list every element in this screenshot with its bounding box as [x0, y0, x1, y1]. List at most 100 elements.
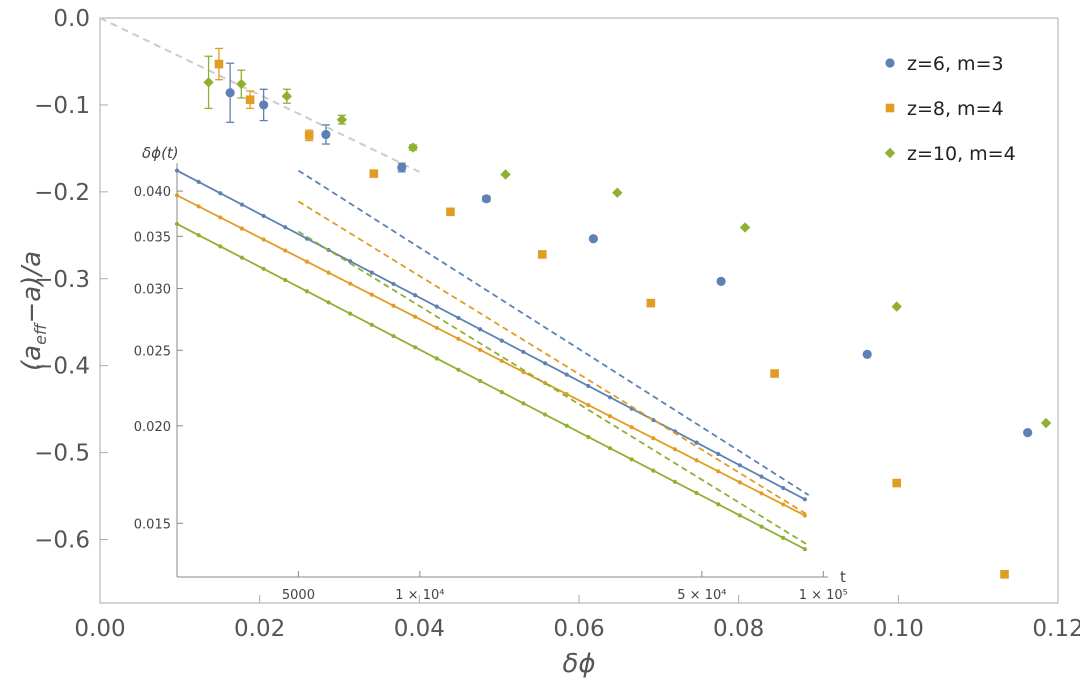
inset-title: δϕ(t)	[142, 144, 179, 162]
inset-data-point	[283, 225, 288, 230]
inset-data-point	[434, 356, 439, 361]
inset-title-text: δϕ(t)	[142, 144, 179, 162]
inset-series-2	[174, 221, 810, 552]
inset-y-tick-label: 0.025	[134, 344, 171, 359]
inset-plot: δϕ(t) t 0.015 0.020 0.025 0.030 0.035 0.040 50…	[134, 144, 848, 603]
data-point	[588, 234, 598, 244]
inset-data-point	[239, 255, 245, 260]
inset-data-point	[499, 390, 504, 395]
inset-data-point	[781, 535, 786, 540]
data-point	[481, 194, 491, 204]
data-point	[892, 478, 902, 488]
data-point	[225, 88, 235, 98]
series-2	[203, 55, 1052, 429]
inset-data-point	[694, 440, 699, 445]
series-1	[214, 47, 1009, 579]
data-point	[281, 91, 293, 102]
main-series	[203, 47, 1052, 579]
data-point	[1023, 428, 1033, 438]
x-axis-title: δϕ	[562, 649, 595, 679]
inset-series	[174, 168, 810, 552]
inset-asymptote-line	[297, 169, 810, 496]
data-point	[236, 78, 247, 90]
inset-series-0	[174, 168, 810, 502]
data-point	[336, 114, 348, 125]
inset-data-point	[413, 293, 418, 298]
data-point	[321, 129, 331, 140]
inset-y-tick-label: 0.040	[134, 185, 171, 200]
inset-data-point	[586, 434, 591, 440]
inset-data-point	[326, 270, 331, 275]
inset-data-point	[607, 414, 613, 419]
data-point	[1040, 417, 1052, 429]
inset-data-point	[781, 502, 786, 507]
inset-data-point	[802, 546, 807, 552]
data-point	[304, 131, 314, 140]
inset-data-point	[586, 402, 591, 408]
inset-x-tick-label: 5 × 10⁴	[677, 588, 726, 603]
data-point	[214, 59, 224, 69]
inset-data-point	[477, 378, 483, 384]
inset-data-point	[737, 463, 742, 468]
data-point	[446, 207, 455, 217]
x-tick-label: 0.04	[394, 616, 445, 642]
data-point	[646, 298, 656, 308]
inset-data-point	[542, 361, 548, 366]
inset-data-point	[607, 446, 613, 451]
inset-data-point	[218, 191, 223, 196]
inset-data-point	[651, 436, 656, 441]
inset-data-point	[174, 221, 180, 227]
inset-data-point	[521, 401, 526, 406]
inset-data-point	[174, 193, 180, 198]
y-tick-label: −0.4	[34, 354, 90, 380]
inset-data-point	[413, 345, 418, 350]
inset-data-point	[369, 292, 374, 297]
inset-data-point	[391, 303, 396, 308]
inset-data-point	[716, 502, 721, 507]
inset-data-point	[239, 202, 245, 207]
legend-marker	[884, 147, 896, 159]
inset-data-point	[542, 412, 548, 417]
x-tick-label: 0.10	[873, 616, 924, 642]
inset-data-point	[759, 474, 764, 479]
inset-series-1	[174, 193, 810, 518]
data-point	[770, 369, 779, 378]
inset-data-point	[261, 213, 266, 219]
inset-data-point	[283, 277, 288, 283]
inset-data-point	[369, 270, 374, 275]
inset-data-point	[348, 311, 353, 316]
data-point	[500, 169, 511, 180]
x-tick-label: 0.08	[713, 616, 764, 642]
inset-data-point	[304, 259, 309, 264]
inset-data-point	[391, 333, 396, 339]
inset-data-point	[348, 259, 353, 264]
inset-data-point	[239, 226, 245, 231]
inset-fit-line	[176, 194, 807, 518]
inset-data-point	[737, 513, 742, 518]
inset-data-point	[196, 204, 201, 209]
data-point	[407, 142, 419, 153]
inset-data-point	[802, 513, 807, 518]
y-axis-title-open: (	[17, 359, 47, 371]
inset-data-point	[261, 237, 266, 242]
inset-data-point	[477, 327, 483, 332]
inset-data-point	[369, 322, 374, 327]
inset-data-point	[672, 447, 678, 452]
inset-data-point	[218, 215, 223, 220]
series-0	[225, 62, 1033, 438]
inset-data-point	[326, 300, 331, 305]
inset-data-point	[499, 358, 504, 364]
inset-y-tick-label: 0.035	[134, 230, 171, 245]
legend-marker	[885, 103, 895, 113]
inset-data-point	[456, 336, 461, 341]
inset-data-point	[434, 304, 439, 309]
data-point	[612, 187, 623, 198]
inset-data-point	[586, 383, 591, 389]
inset-data-point	[196, 233, 201, 238]
y-axis-title-rest: −a)/a	[17, 251, 47, 324]
x-tick-label: 0.02	[234, 616, 285, 642]
data-point	[739, 222, 751, 233]
inset-fit-line	[176, 223, 807, 551]
inset-x-tick-label: 5000	[282, 588, 315, 603]
